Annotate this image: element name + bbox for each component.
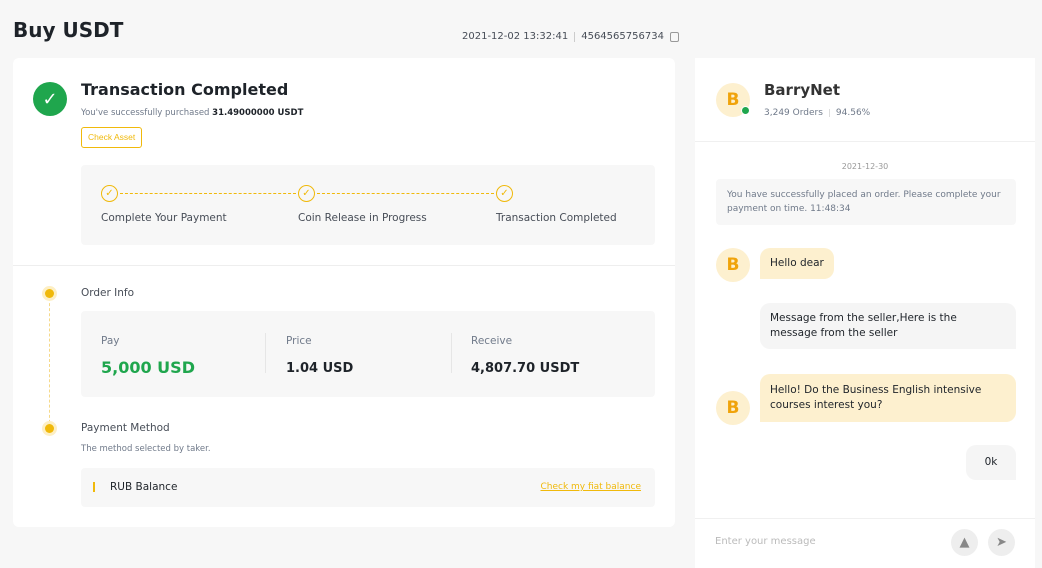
accent-bar [93, 482, 95, 492]
divider [13, 265, 675, 266]
timeline-dot [45, 424, 54, 433]
step-check-icon: ✓ [101, 185, 118, 202]
online-indicator [741, 106, 750, 115]
timeline-dot [45, 289, 54, 298]
check-circle-icon: ✓ [33, 82, 67, 116]
payment-method-box: RUB Balance Check my fiat balance [81, 468, 655, 507]
check-fiat-balance-link[interactable]: Check my fiat balance [540, 482, 641, 492]
image-icon[interactable]: ▲ [951, 529, 978, 556]
message-incoming: Hello! Do the Business English intensive… [760, 374, 1016, 422]
payment-method-title: Payment Method [81, 422, 170, 434]
receive-value: 4,807.70 USDT [471, 361, 580, 376]
page-title: Buy USDT [13, 18, 124, 42]
chat-date: 2021-12-30 [841, 162, 889, 171]
avatar: B [716, 83, 750, 117]
step-check-icon: ✓ [496, 185, 513, 202]
order-info-box: Pay 5,000 USD Price 1.04 USD Receive 4,807.… [81, 311, 655, 397]
pay-label: Pay [101, 335, 120, 347]
counterparty-stats: 3,249 Orders 94.56% [764, 108, 870, 118]
step-label: Transaction Completed [496, 212, 617, 224]
message-incoming: Hello dear [760, 248, 834, 279]
message-outgoing: 0k [966, 445, 1016, 480]
status-title: Transaction Completed [81, 80, 289, 99]
order-card: ✓ Transaction Completed You've successfu… [13, 58, 675, 527]
message-outgoing: Message from the seller,Here is the mess… [760, 303, 1016, 349]
receive-label: Receive [471, 335, 513, 347]
payment-method-name: RUB Balance [110, 481, 178, 493]
payment-method-subtitle: The method selected by taker. [81, 444, 211, 454]
step-check-icon: ✓ [298, 185, 315, 202]
step-connector [317, 193, 494, 194]
divider [574, 31, 576, 42]
timeline-line [49, 298, 50, 428]
message-input[interactable] [715, 536, 935, 547]
subtitle-text: You've successfully purchased [81, 108, 210, 118]
completion-rate: 94.56% [835, 108, 871, 118]
price-value: 1.04 USD [286, 361, 354, 376]
counterparty-name: BarryNet [764, 81, 841, 99]
order-info-title: Order Info [81, 287, 135, 299]
chat-panel: B BarryNet 3,249 Orders 94.56% 2021-12-30… [695, 58, 1035, 568]
check-asset-button[interactable]: Check Asset [81, 127, 143, 148]
order-meta: 2021-12-02 13:32:41 4564565756734 [462, 31, 679, 42]
system-message: You have successfully placed an order. P… [716, 179, 1016, 225]
pay-value: 5,000 USD [101, 358, 195, 377]
copy-icon[interactable] [669, 31, 679, 42]
send-icon[interactable]: ➤ [988, 529, 1015, 556]
price-label: Price [286, 335, 312, 347]
progress-steps: ✓ ✓ ✓ Complete Your Payment Coin Release… [81, 165, 655, 245]
avatar: B [716, 391, 750, 425]
divider [695, 141, 1035, 142]
divider [265, 333, 266, 373]
purchased-amount: 31.49000000 USDT [212, 108, 304, 118]
order-count: 3,249 Orders [764, 108, 823, 118]
divider [828, 109, 830, 117]
order-id: 4564565756734 [581, 31, 664, 42]
order-datetime: 2021-12-02 13:32:41 [462, 31, 569, 42]
status-subtitle: You've successfully purchased 31.4900000… [81, 108, 303, 118]
divider [451, 333, 452, 373]
avatar: B [716, 248, 750, 282]
divider [695, 518, 1035, 519]
step-label: Coin Release in Progress [298, 212, 427, 224]
step-label: Complete Your Payment [101, 212, 227, 224]
step-connector [120, 193, 296, 194]
